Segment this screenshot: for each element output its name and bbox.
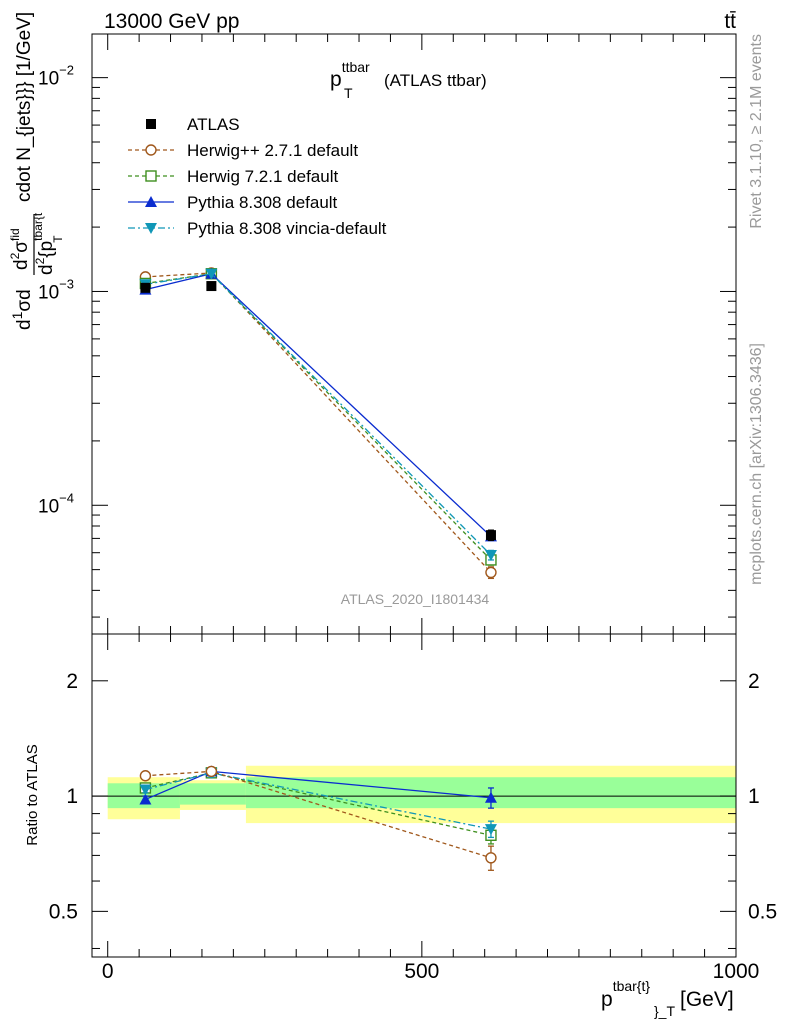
main-ylabel-left: d1σd [9,289,35,330]
legend: ATLAS Herwig++ 2.7.1 default Herwig 7.2.1 … [128,115,387,238]
xlabel-sup: tbar{t} [613,978,651,994]
xtick-label-0: 0 [102,960,114,983]
ratio-ytick-label-right-0: 0.5 [748,900,777,923]
main-title-sup: ttbar [342,59,370,75]
ratio-ylabel: Ratio to ATLAS [24,744,41,845]
ratio-line-1 [145,772,492,836]
ratio-ytick-label-left-1: 1 [66,785,78,808]
ratio-point-0-0 [139,770,152,782]
main-line-4 [145,273,492,556]
legend-marker-1 [145,144,157,156]
main-line-1 [145,272,492,573]
ratio-band-inner-1 [179,783,246,805]
xtick-label-2: 1000 [713,960,760,983]
main-point-0-1 [206,281,217,292]
legend-item-2: Herwig 7.2.1 default [128,167,338,186]
legend-item-0: ATLAS [146,115,240,134]
main-series-0 [140,281,496,542]
main-title-p: p [330,68,342,91]
ratio-point-2-0 [139,793,152,805]
main-line-3 [145,273,492,537]
main-title-sub: T [344,85,353,101]
legend-item-3: Pythia 8.308 default [128,193,338,212]
legend-label-3: Pythia 8.308 default [187,193,338,212]
main-point-0-2 [485,530,496,541]
main-series-1 [139,267,497,580]
legend-label-2: Herwig 7.2.1 default [187,167,338,186]
ratio-ytick-label-left-0: 0.5 [49,900,78,923]
main-title: pttbar T (ATLAS ttbar) [330,59,487,101]
legend-marker-3 [145,196,157,207]
energy-label: 13000 GeV pp [104,10,239,33]
mcplots-label: mcplots.cern.ch [arXiv:1306.3436] [748,343,765,585]
main-point-4-1 [205,268,218,280]
xlabel-sub: }_T [654,1003,675,1019]
main-series-4 [139,268,497,562]
main-point-4-2 [484,550,497,562]
main-series-2 [139,268,497,566]
xlabel: ptbar{t}}_T [GeV] [601,978,734,1019]
ratio-line-3 [145,772,492,830]
legend-label-0: ATLAS [187,115,240,134]
main-series-3 [139,267,497,542]
ratio-ytick-label-right-2: 2 [748,670,760,693]
xlabel-rest: [GeV] [680,988,734,1011]
legend-marker-4 [145,223,157,234]
main-ylabel-right: cdot N_{jets}}} [1/GeV] [14,12,35,202]
legend-marker-0 [146,119,156,129]
ratio-point-0-1 [205,765,218,778]
main-ylabel-frac: d2σfid [8,228,32,270]
ratio-axes: 0.5 0.5 1 1 2 2 0 500 1000 [49,618,777,983]
rivet-label: Rivet 3.1.10, ≥ 2.1M events [748,34,765,229]
ratio-point-3-0 [139,784,152,796]
ratio-ytick-label-left-2: 2 [66,670,78,693]
main-series [139,267,497,580]
ratio-frame [91,633,737,958]
ratio-point-2-2 [484,791,497,803]
main-point-1-2 [485,566,497,579]
ratio-point-3-2 [484,824,497,836]
legend-label-1: Herwig++ 2.7.1 default [187,141,358,160]
main-ytick-label-2: 10−4 [38,490,74,517]
analysis-label: ATLAS_2020_I1801434 [341,591,490,607]
main-ylabel-den: d2{ptbar{t T [31,212,65,275]
legend-item-1: Herwig++ 2.7.1 default [128,141,358,160]
main-ytick-label-0: 10−2 [38,63,74,90]
ratio-series-0 [139,765,497,871]
main-point-0-0 [140,282,151,293]
main-ytick-label-1: 10−3 [38,276,74,303]
main-axes: 10−2 10−3 10−4 [38,33,737,635]
ratio-point-0-2 [485,852,497,864]
xlabel-p: p [601,988,613,1011]
ratio-ytick-label-right-1: 1 [748,785,760,808]
process-label: tt̄ [724,10,736,33]
legend-item-4: Pythia 8.308 vincia-default [128,219,387,238]
legend-label-4: Pythia 8.308 vincia-default [187,219,387,238]
legend-marker-2 [145,170,157,182]
xtick-label-1: 500 [404,960,439,983]
main-title-rest: (ATLAS ttbar) [384,71,487,90]
ratio-series [139,765,497,871]
